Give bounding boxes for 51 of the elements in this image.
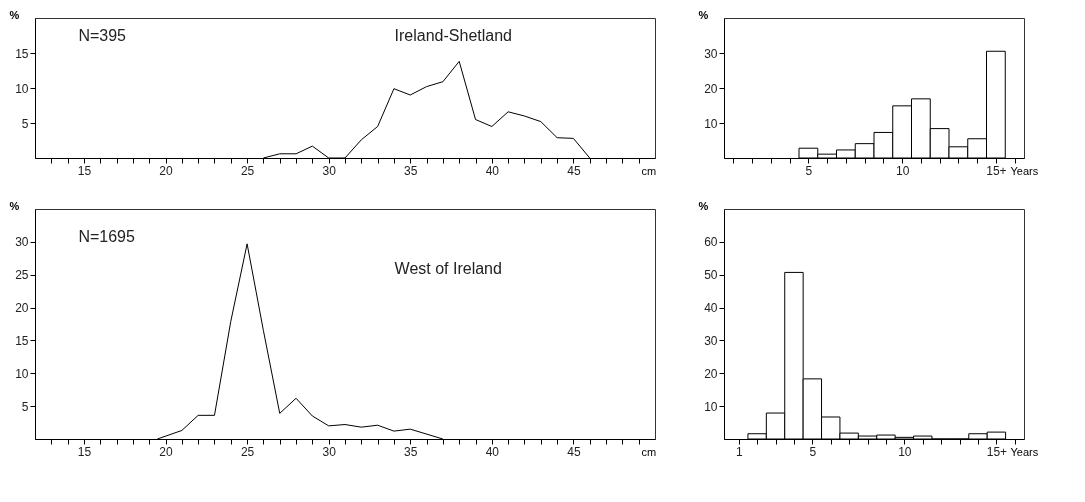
- y-tick-label: 10: [15, 81, 29, 96]
- y-axis-title: %: [9, 8, 20, 21]
- y-tick-label: 15: [15, 46, 29, 61]
- x-tick-label: 10: [895, 163, 910, 178]
- y-tick-label: 15: [15, 333, 29, 348]
- y-tick-label: 20: [704, 366, 718, 381]
- x-tick-label: 35: [404, 444, 418, 459]
- y-tick-label: 10: [704, 116, 718, 131]
- y-tick-label: 50: [704, 268, 718, 283]
- y-axis-title: %: [9, 199, 20, 212]
- y-tick-label: 5: [21, 116, 29, 131]
- x-tick-label: 40: [485, 163, 500, 178]
- x-tick-label: 25: [240, 163, 255, 178]
- x-tick-label: 45: [567, 444, 581, 459]
- x-axis-title: Years: [1010, 445, 1039, 458]
- x-tick-label: 5: [809, 444, 817, 459]
- y-tick-label: 30: [704, 333, 718, 348]
- x-tick-label: 10: [898, 444, 912, 459]
- x-tick-label: 25: [240, 444, 255, 459]
- annotation: N=1695: [78, 227, 135, 245]
- y-tick-label: 25: [15, 268, 29, 283]
- x-axis-title: cm: [641, 445, 657, 458]
- y-tick-label: 20: [704, 81, 718, 96]
- annotation: Ireland-Shetland: [394, 27, 513, 45]
- x-tick-label: 15: [77, 444, 92, 459]
- annotation: West of Ireland: [394, 259, 502, 277]
- y-axis-title: %: [698, 8, 709, 21]
- x-tick-label: 45: [567, 163, 581, 178]
- x-tick-label: 15+: [986, 444, 1008, 459]
- annotation: N=395: [78, 27, 127, 45]
- y-axis-title: %: [698, 199, 709, 212]
- x-tick-label: 1: [735, 444, 743, 459]
- x-tick-label: 35: [404, 163, 418, 178]
- x-tick-label: 30: [322, 163, 337, 178]
- x-tick-label: 5: [805, 163, 813, 178]
- x-tick-label: 20: [159, 444, 174, 459]
- y-tick-label: 30: [15, 235, 29, 250]
- y-tick-label: 30: [704, 46, 718, 61]
- y-tick-label: 10: [704, 399, 718, 414]
- y-tick-label: 20: [15, 301, 29, 316]
- x-tick-label: 40: [485, 444, 500, 459]
- x-axis-title: cm: [641, 164, 657, 177]
- y-tick-label: 40: [704, 301, 718, 316]
- y-tick-label: 10: [15, 366, 29, 381]
- x-tick-label: 15+: [986, 163, 1007, 178]
- y-tick-label: 5: [21, 399, 29, 414]
- x-axis-title: Years: [1010, 164, 1039, 177]
- x-tick-label: 15: [77, 163, 92, 178]
- x-tick-label: 20: [159, 163, 174, 178]
- x-tick-label: 30: [322, 444, 337, 459]
- y-tick-label: 60: [704, 235, 718, 250]
